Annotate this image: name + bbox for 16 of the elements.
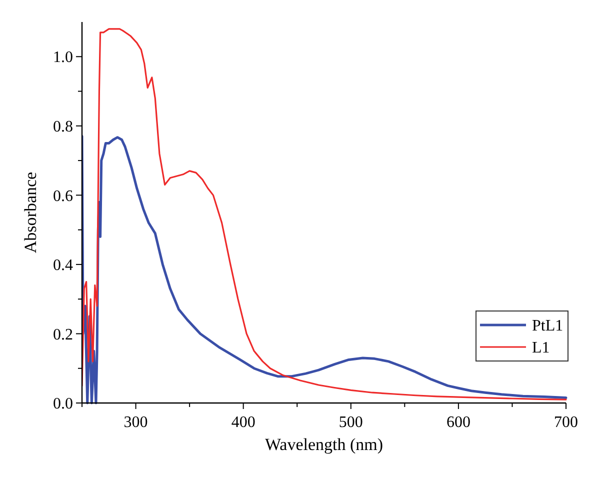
y-tick-label: 0.4: [53, 257, 73, 274]
y-tick-label: 0.2: [53, 326, 73, 344]
y-tick-label: 1.0: [53, 49, 73, 66]
x-axis-title: Wavelength (nm): [264, 435, 384, 454]
y-tick-label: 0.8: [53, 118, 73, 136]
x-tick-label: 400: [231, 414, 256, 431]
line-series: [82, 28, 567, 400]
legend-label: L1: [532, 340, 550, 357]
y-axis-title: Absorbance: [21, 172, 40, 254]
legend-label: PtL1: [532, 318, 564, 335]
x-tick-label: 600: [446, 414, 470, 431]
x-tick-label: 300: [124, 414, 148, 431]
x-tick-label: 500: [338, 414, 363, 431]
text: 0.0: [53, 396, 73, 413]
x-tick-label: 700: [554, 414, 578, 431]
y-tick-label: 0.6: [53, 188, 73, 205]
